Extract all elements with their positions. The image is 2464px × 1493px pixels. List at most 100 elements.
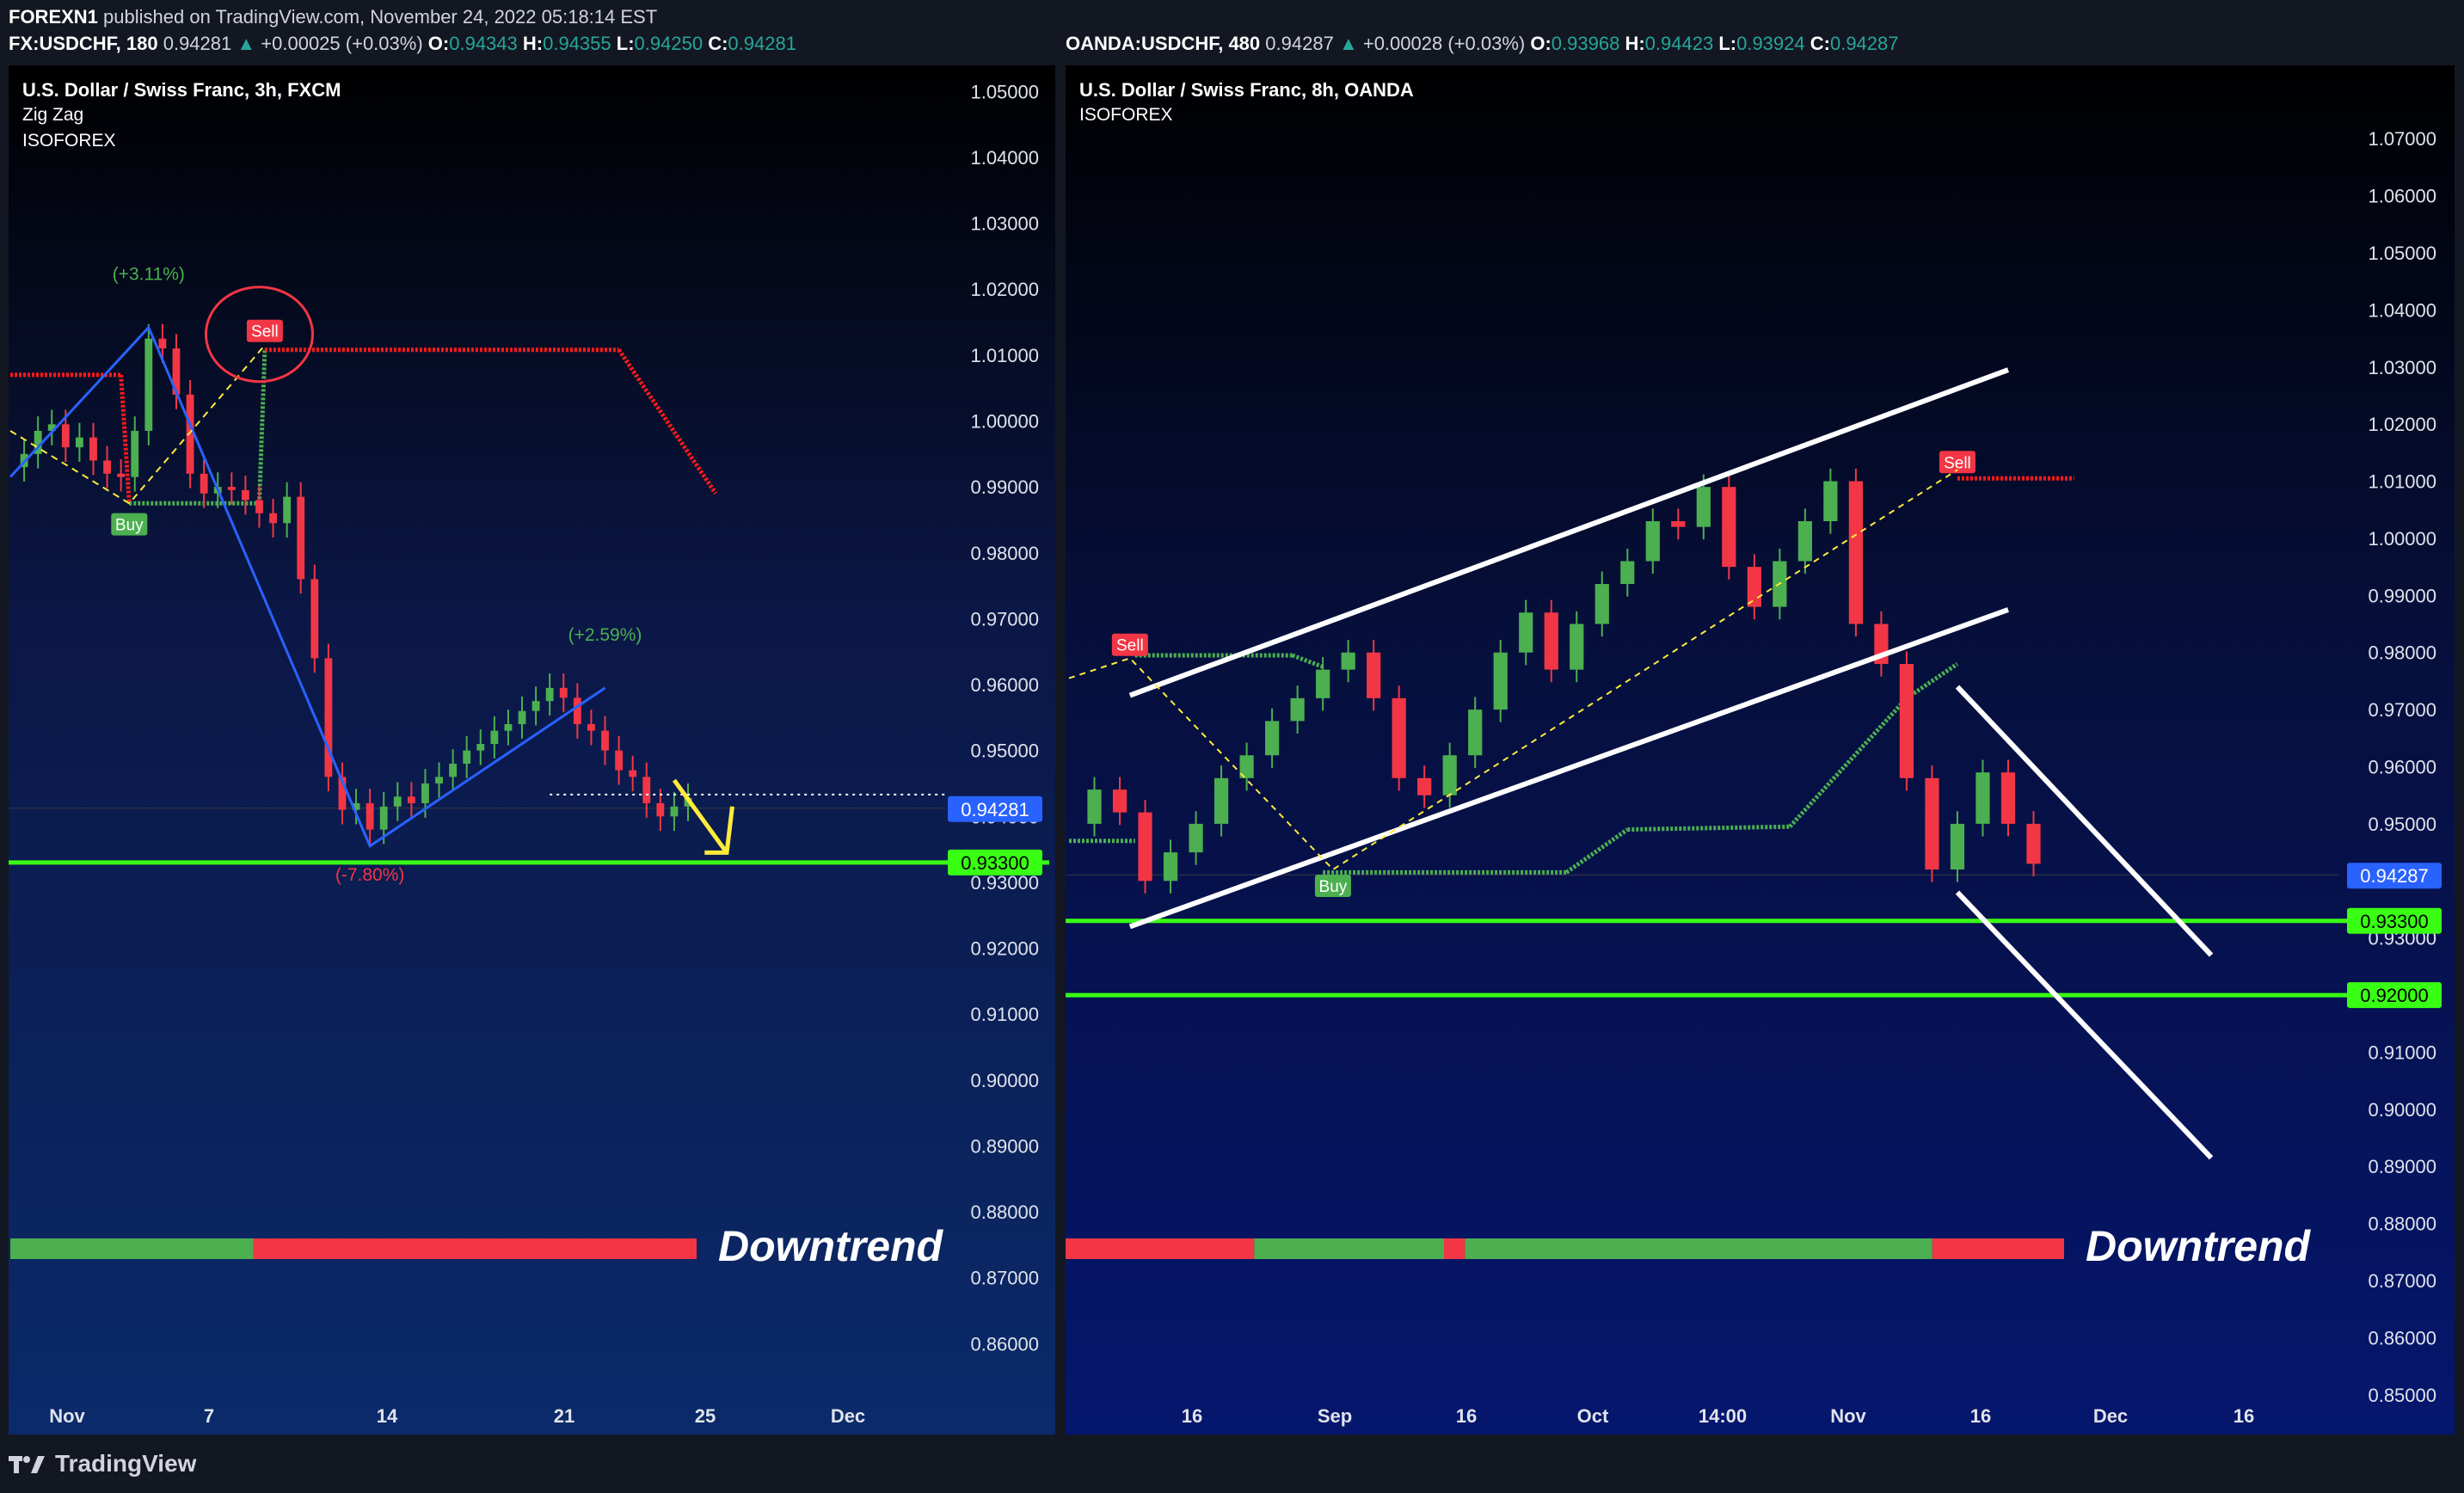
right-chart-title: U.S. Dollar / Swiss Franc, 8h, OANDA [1079, 79, 1414, 101]
candle-body [1189, 823, 1203, 853]
y-tick-label: 0.89000 [970, 1135, 1039, 1157]
y-tick-label: 0.90000 [2368, 1099, 2436, 1121]
x-tick-label: 7 [204, 1405, 214, 1427]
isoforex-trail-segment [1788, 697, 1908, 828]
left-chart-svg[interactable]: 1.05000 1.04000 1.03000 1.02000 1.01000 1.000… [9, 65, 1055, 1435]
candle-body [393, 796, 402, 807]
buy-signal-label: Buy [115, 517, 144, 535]
left-chart-panel[interactable]: 1.05000 1.04000 1.03000 1.02000 1.01000 1.000… [9, 65, 1055, 1435]
right-close: 0.94287 [1829, 33, 1899, 54]
signal-connector-line [9, 344, 266, 505]
candle-body [407, 796, 415, 803]
isoforex-trail-segment [1565, 827, 1629, 875]
candle-body [172, 348, 181, 395]
candle-body [379, 806, 388, 830]
tradingview-logo-icon [9, 1456, 45, 1473]
candle-body [1595, 584, 1609, 624]
right-low: 0.93924 [1736, 33, 1805, 54]
zigzag-line [9, 324, 606, 849]
candle-body [421, 783, 429, 803]
candle-body [1163, 852, 1178, 882]
left-c-label: C: [708, 33, 728, 54]
y-tick-label: 0.89000 [2368, 1156, 2436, 1177]
candle-body [1696, 487, 1711, 527]
y-tick-label: 0.97000 [970, 608, 1039, 630]
right-c-label: C: [1810, 33, 1830, 54]
up-triangle-icon: ▲ [237, 33, 256, 54]
buy-signal-tag [1314, 874, 1351, 897]
support-price-tag [2347, 982, 2442, 1009]
candle-body [297, 496, 305, 580]
x-tick-label: Nov [49, 1405, 85, 1427]
right-chart-svg[interactable]: 1.07000 1.06000 1.05000 1.04000 1.03000 1.020… [1066, 65, 2455, 1435]
candle-body [629, 770, 637, 777]
left-indicator-isoforex[interactable]: ISOFOREX [22, 131, 116, 151]
right-symbol-info: OANDA:USDCHF, 480 0.94287 ▲ +0.00028 (+0… [1066, 33, 1899, 55]
y-tick-label: 0.88000 [970, 1201, 1039, 1223]
left-indicator-zigzag[interactable]: Zig Zag [22, 105, 84, 125]
right-symbol-name[interactable]: OANDA:USDCHF, 480 [1066, 33, 1261, 54]
signal-connector-line [1068, 469, 1958, 871]
y-tick-label: 0.91000 [2368, 1041, 2436, 1063]
downtrend-annotation: Downtrend [2086, 1222, 2312, 1270]
y-tick-label: 1.04000 [2368, 299, 2436, 321]
candle-body [338, 777, 347, 810]
sell-signal-tag [1939, 451, 1976, 474]
candle-body [1797, 521, 1812, 562]
candle-body [1392, 697, 1406, 778]
right-l-label: L: [1718, 33, 1737, 54]
candle-body [463, 750, 471, 764]
current-price-tag [948, 796, 1042, 822]
y-tick-label: 0.95000 [970, 740, 1039, 762]
x-tick-label: Sep [1318, 1405, 1352, 1427]
right-o-label: O: [1530, 33, 1552, 54]
left-symbol-name[interactable]: FX:USDCHF, 180 [9, 33, 158, 54]
zigzag-percent-label: (-7.80%) [335, 865, 405, 885]
candle-body [1925, 777, 1939, 870]
candle-body [1112, 790, 1128, 813]
candle-body [1848, 481, 1864, 624]
regime-bar-up [10, 1238, 254, 1259]
x-tick-label: 25 [695, 1405, 716, 1427]
candle-body [545, 687, 554, 702]
tradingview-footer[interactable]: TradingView [9, 1450, 196, 1478]
x-tick-label: 16 [1182, 1405, 1202, 1427]
candle-body [2000, 772, 2016, 824]
candle-body [2026, 823, 2041, 864]
candle-body [158, 338, 167, 349]
candle-body [241, 489, 249, 501]
left-symbol-info: FX:USDCHF, 180 0.94281 ▲ +0.00025 (+0.03… [9, 33, 796, 55]
left-close: 0.94281 [728, 33, 796, 54]
candle-body [186, 394, 194, 474]
right-last-price: 0.94287 [1265, 33, 1334, 54]
y-tick-label: 0.87000 [2368, 1270, 2436, 1292]
zigzag-percent-label: (+2.59%) [568, 625, 642, 645]
y-tick-label: 0.96000 [970, 674, 1039, 696]
ascending-channel-line [1128, 367, 2010, 698]
candle-body [656, 802, 665, 817]
sell-signal-label: Sell [251, 323, 279, 341]
y-tick-label: 0.99000 [2368, 585, 2436, 606]
left-o-label: O: [427, 33, 450, 54]
author-name[interactable]: FOREXN1 [9, 6, 98, 28]
candle-body [1214, 777, 1229, 824]
regime-bar-down [1932, 1238, 2064, 1259]
right-indicator-isoforex[interactable]: ISOFOREX [1079, 105, 1173, 125]
candle-body [1367, 652, 1381, 698]
candle-body [532, 701, 540, 711]
right-open: 0.93968 [1551, 33, 1620, 54]
candle-body [324, 658, 333, 777]
y-tick-label: 0.99000 [970, 476, 1039, 498]
right-chart-panel[interactable]: 1.07000 1.06000 1.05000 1.04000 1.03000 1.020… [1066, 65, 2455, 1435]
y-tick-label: 1.01000 [2368, 471, 2436, 493]
regime-bar-down [1066, 1238, 1255, 1259]
y-tick-label: 1.05000 [2368, 243, 2436, 264]
support-price-label: 0.92000 [2360, 985, 2429, 1006]
candle-body [61, 424, 70, 448]
ascending-channel-line [1128, 607, 2009, 930]
buy-signal-label: Buy [1319, 878, 1348, 896]
candle-body [200, 473, 208, 494]
y-tick-label: 1.04000 [970, 147, 1039, 169]
candle-body [1417, 777, 1432, 796]
candle-body [131, 430, 139, 477]
